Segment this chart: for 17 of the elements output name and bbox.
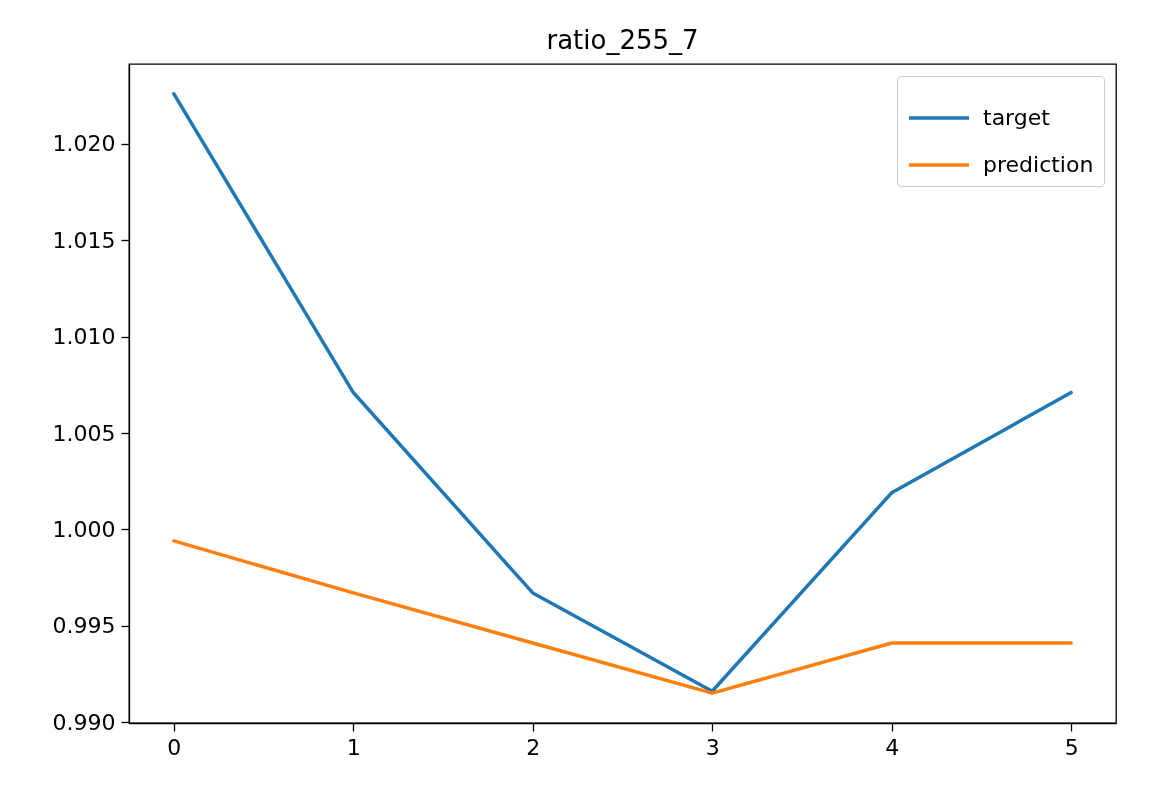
y-tick-label: 1.005 [52,420,116,446]
chart-title: ratio_255_7 [546,25,699,55]
x-tick-label: 4 [885,734,900,760]
y-tick-label: 1.010 [52,324,116,350]
x-tick-label: 3 [705,734,720,760]
legend-label: target [983,105,1051,130]
legend-label: prediction [983,152,1094,177]
x-tick-label: 1 [346,734,361,760]
x-tick-label: 5 [1064,734,1079,760]
line-series [172,539,1073,695]
y-tick-label: 0.995 [52,613,116,639]
y-tick-label: 0.990 [52,709,116,735]
x-tick-label: 2 [526,734,541,760]
y-tick-label: 1.020 [52,131,116,157]
x-tick-label: 0 [167,734,182,760]
y-tick-label: 1.000 [52,516,116,542]
y-tick-label: 1.015 [52,227,116,253]
